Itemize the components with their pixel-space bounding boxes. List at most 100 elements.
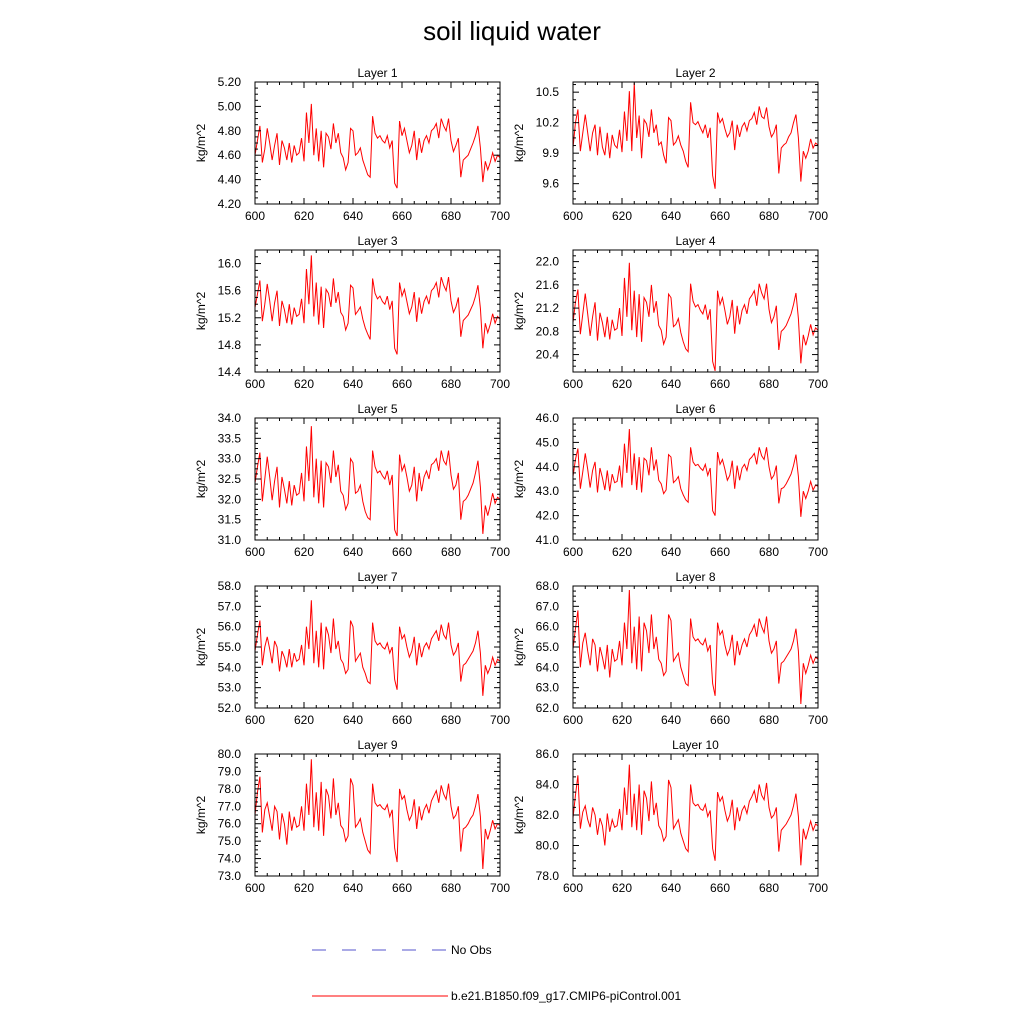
panel-layer-3: Layer 3 600 620 640 660 680 700 14.4 14.8 15.2 15.…: [194, 234, 510, 391]
series-line-layer-9: [255, 759, 500, 870]
y-tick-label-layer-3: 14.4: [218, 365, 242, 379]
plot-frame-layer-10: [572, 753, 819, 877]
y-tick-label-layer-9: 75.0: [218, 834, 242, 848]
series-line-layer-6: [573, 428, 818, 517]
panel-layer-8: Layer 8 600 620 640 660 680 700 62.0 63.0 64.0 65.…: [512, 570, 828, 727]
y-tick-label-layer-7: 58.0: [218, 579, 242, 593]
x-tick-label-layer-5: 640: [343, 545, 363, 559]
x-tick-label-layer-8: 660: [710, 713, 730, 727]
y-tick-label-layer-3: 15.2: [218, 311, 242, 325]
y-tick-label-layer-2: 9.6: [542, 177, 559, 191]
panel-title-layer-6: Layer 6: [675, 402, 715, 416]
y-tick-label-layer-6: 44.0: [536, 460, 560, 474]
y-tick-label-layer-9: 79.0: [218, 764, 242, 778]
y-tick-label-layer-10: 82.0: [536, 808, 560, 822]
x-tick-label-layer-9: 680: [441, 881, 461, 895]
plot-frame-layer-8: [572, 585, 819, 709]
x-tick-label-layer-4: 620: [612, 377, 632, 391]
x-tick-label-layer-3: 660: [392, 377, 412, 391]
x-tick-label-layer-8: 600: [563, 713, 583, 727]
x-tick-label-layer-6: 620: [612, 545, 632, 559]
plot-frame-layer-7: [254, 585, 501, 709]
legend-label-no-obs: No Obs: [451, 943, 492, 957]
y-axis-label-layer-7: kg/m^2: [194, 628, 208, 667]
x-tick-label-layer-5: 700: [490, 545, 510, 559]
x-tick-label-layer-4: 640: [661, 377, 681, 391]
panel-title-layer-8: Layer 8: [675, 570, 715, 584]
x-tick-label-layer-10: 600: [563, 881, 583, 895]
series-line-layer-5: [255, 426, 500, 537]
y-tick-label-layer-4: 20.8: [536, 324, 560, 338]
y-tick-label-layer-7: 55.0: [218, 640, 242, 654]
x-tick-label-layer-1: 640: [343, 209, 363, 223]
y-tick-label-layer-3: 16.0: [218, 257, 242, 271]
x-tick-label-layer-4: 660: [710, 377, 730, 391]
x-tick-label-layer-6: 680: [759, 545, 779, 559]
y-tick-label-layer-10: 80.0: [536, 839, 560, 853]
y-tick-label-layer-5: 31.5: [218, 513, 242, 527]
x-tick-label-layer-9: 600: [245, 881, 265, 895]
y-tick-label-layer-3: 14.8: [218, 338, 242, 352]
x-tick-label-layer-10: 700: [808, 881, 828, 895]
y-tick-label-layer-7: 54.0: [218, 660, 242, 674]
y-tick-label-layer-5: 31.0: [218, 533, 242, 547]
x-tick-label-layer-10: 620: [612, 881, 632, 895]
panel-title-layer-3: Layer 3: [357, 234, 397, 248]
x-tick-label-layer-9: 660: [392, 881, 412, 895]
x-tick-label-layer-1: 660: [392, 209, 412, 223]
panel-title-layer-7: Layer 7: [357, 570, 397, 584]
x-tick-label-layer-5: 660: [392, 545, 412, 559]
series-line-layer-1: [255, 103, 500, 189]
y-axis-label-layer-3: kg/m^2: [194, 292, 208, 331]
y-tick-label-layer-10: 84.0: [536, 778, 560, 792]
x-tick-label-layer-5: 680: [441, 545, 461, 559]
y-tick-label-layer-6: 46.0: [536, 411, 560, 425]
y-tick-label-layer-5: 32.0: [218, 492, 242, 506]
y-tick-label-layer-1: 4.80: [218, 124, 242, 138]
x-tick-label-layer-3: 640: [343, 377, 363, 391]
y-tick-label-layer-6: 45.0: [536, 435, 560, 449]
panel-layer-6: Layer 6 600 620 640 660 680 700 41.0 42.0 43.0 44.…: [512, 402, 828, 559]
panel-title-layer-2: Layer 2: [675, 66, 715, 80]
y-tick-label-layer-1: 5.20: [218, 75, 242, 89]
x-tick-label-layer-7: 640: [343, 713, 363, 727]
x-tick-label-layer-5: 620: [294, 545, 314, 559]
x-tick-label-layer-6: 660: [710, 545, 730, 559]
x-tick-label-layer-2: 620: [612, 209, 632, 223]
y-tick-label-layer-1: 4.60: [218, 148, 242, 162]
y-axis-label-layer-2: kg/m^2: [512, 124, 526, 163]
y-tick-label-layer-8: 64.0: [536, 660, 560, 674]
y-tick-label-layer-8: 62.0: [536, 701, 560, 715]
x-tick-label-layer-3: 680: [441, 377, 461, 391]
panel-title-layer-9: Layer 9: [357, 738, 397, 752]
y-tick-label-layer-6: 42.0: [536, 509, 560, 523]
y-tick-label-layer-7: 56.0: [218, 620, 242, 634]
plot-frame-layer-1: [254, 81, 501, 205]
y-tick-label-layer-4: 21.6: [536, 278, 560, 292]
panel-title-layer-1: Layer 1: [357, 66, 397, 80]
y-tick-label-layer-9: 73.0: [218, 869, 242, 883]
y-tick-label-layer-2: 10.2: [536, 116, 560, 130]
x-tick-label-layer-6: 600: [563, 545, 583, 559]
panel-layer-2: Layer 2 600 620 640 660 680 700 9.6 9.9 10.2 10.5 k…: [512, 66, 828, 223]
x-tick-label-layer-9: 700: [490, 881, 510, 895]
x-tick-label-layer-2: 640: [661, 209, 681, 223]
y-axis-label-layer-10: kg/m^2: [512, 796, 526, 835]
y-tick-label-layer-9: 77.0: [218, 799, 242, 813]
x-tick-label-layer-1: 680: [441, 209, 461, 223]
x-tick-label-layer-2: 600: [563, 209, 583, 223]
y-tick-label-layer-5: 34.0: [218, 411, 242, 425]
x-tick-label-layer-7: 700: [490, 713, 510, 727]
plot-frame-layer-4: [572, 249, 819, 373]
x-tick-label-layer-9: 640: [343, 881, 363, 895]
x-tick-label-layer-4: 680: [759, 377, 779, 391]
x-tick-label-layer-3: 600: [245, 377, 265, 391]
x-tick-label-layer-1: 700: [490, 209, 510, 223]
panel-title-layer-5: Layer 5: [357, 402, 397, 416]
y-tick-label-layer-4: 20.4: [536, 348, 560, 362]
x-tick-label-layer-5: 600: [245, 545, 265, 559]
x-tick-label-layer-7: 680: [441, 713, 461, 727]
series-line-layer-7: [255, 600, 500, 696]
panel-title-layer-10: Layer 10: [672, 738, 719, 752]
